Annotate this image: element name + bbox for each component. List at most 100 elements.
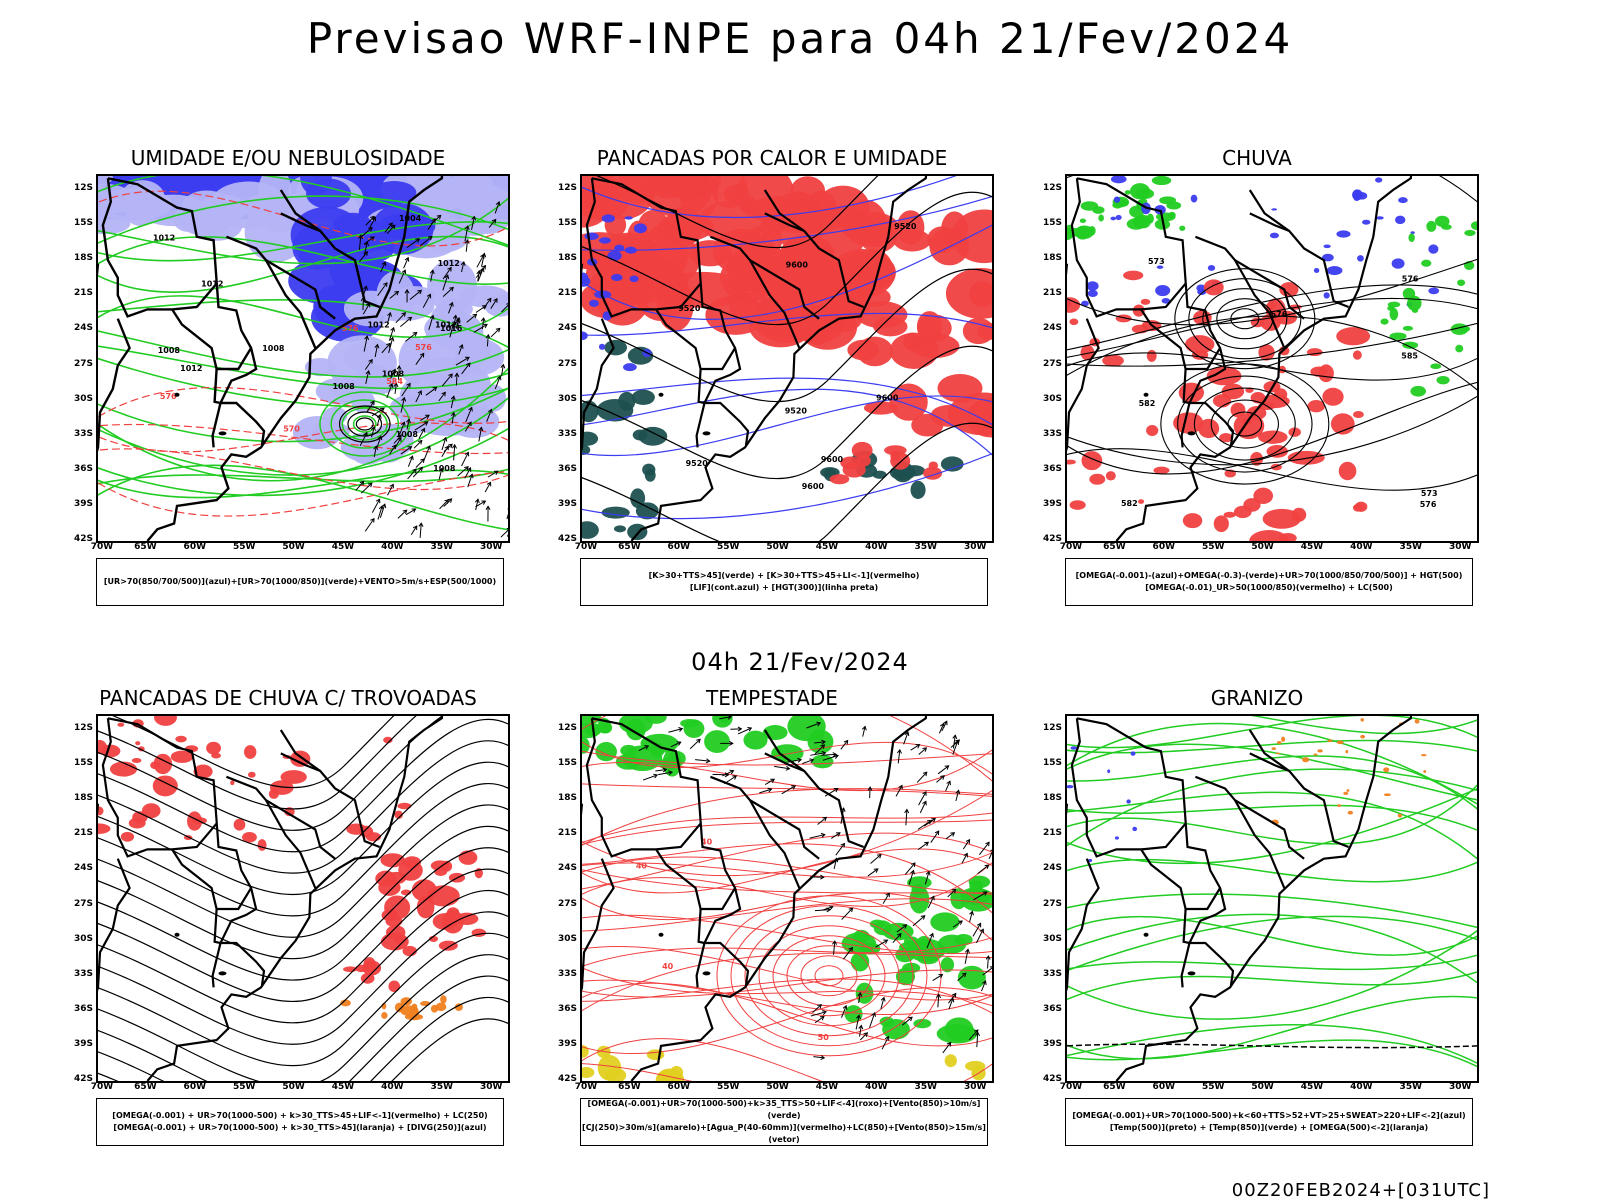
- wind850-fill-green: [958, 966, 986, 990]
- rain-fill-green: [1403, 326, 1413, 331]
- longitude-label: 35W: [915, 1082, 937, 1092]
- lif-contour: [611, 274, 622, 281]
- rain-fill-green: [1147, 214, 1154, 224]
- storm-fill-orange: [395, 1003, 404, 1013]
- wind-vector: [810, 833, 825, 838]
- latitude-label: 15S: [558, 758, 577, 768]
- latitude-label: 12S: [558, 723, 577, 733]
- latitude-label: 24S: [1043, 863, 1062, 873]
- omega-dot-orange: [1277, 741, 1282, 744]
- rain-fill-blue: [1271, 208, 1277, 210]
- wind850-fill-green: [812, 755, 834, 769]
- latitude-label: 27S: [558, 359, 577, 369]
- temp850-contour: [1067, 1040, 1477, 1071]
- legend-line: [Temp(500)](preto) + [Temp(850)](verde) …: [1066, 1122, 1472, 1134]
- rain-fill-red: [1146, 425, 1158, 436]
- lake-marker: [702, 431, 710, 435]
- panel-legend: [OMEGA(-0.001)+UR>70(1000-500)+k>35_TTS>…: [580, 1098, 988, 1146]
- legend-line: [LIF](cont.azul) + [HGT(300)](linha pret…: [581, 582, 987, 594]
- contour-label: 1012: [153, 234, 175, 243]
- longitude-label: 55W: [233, 542, 255, 552]
- contour-label: 576: [1402, 274, 1419, 283]
- latitude-label: 18S: [74, 253, 93, 263]
- storm-fill-orange: [436, 1003, 447, 1011]
- longitude-label: 45W: [1301, 1082, 1323, 1092]
- contour-label: 1008: [262, 344, 285, 353]
- map-area: [1065, 714, 1479, 1083]
- longitude-label: 45W: [816, 542, 838, 552]
- jet-fill-yellow: [945, 1054, 957, 1067]
- convection-fill-red: [856, 301, 907, 328]
- hail-dot-blue: [1131, 751, 1136, 755]
- lake-marker: [1187, 431, 1195, 435]
- omega-dot-orange: [1415, 719, 1420, 724]
- longitude-label: 45W: [332, 1082, 354, 1092]
- contour-label: 1008: [433, 464, 456, 473]
- panel-title: TEMPESTADE: [552, 686, 992, 710]
- latitude-label: 12S: [1043, 723, 1062, 733]
- pressure-contour: [356, 418, 373, 430]
- storm-fill-red: [154, 716, 177, 726]
- hail-dot-blue: [1132, 827, 1137, 831]
- contour-label: 1012: [180, 364, 202, 373]
- rain-fill-blue: [1086, 281, 1098, 290]
- rain-fill-blue: [1428, 244, 1438, 253]
- latitude-label: 21S: [74, 288, 93, 298]
- wind-vector: [419, 523, 423, 538]
- latitude-label: 15S: [1043, 758, 1062, 768]
- legend-line: [OMEGA(-0.001) + UR>70(1000-500) + k>30_…: [97, 1110, 503, 1122]
- latitude-label: 30S: [74, 394, 93, 404]
- rain-fill-red: [1322, 388, 1343, 406]
- rain-fill-blue: [1395, 216, 1405, 224]
- border-line: [699, 369, 705, 403]
- rain-fill-green: [1098, 215, 1104, 222]
- temp850-contour: [1067, 914, 1477, 990]
- longitude-label: 65W: [134, 1082, 156, 1092]
- wind-vector: [946, 781, 951, 791]
- lif-contour: [599, 237, 611, 243]
- lc250-streamline: [98, 891, 508, 1023]
- longitude-label: 40W: [865, 1082, 887, 1092]
- contour-label: 50: [818, 1033, 830, 1042]
- convection-fill-red: [847, 340, 879, 361]
- storm-fill-red: [388, 981, 400, 993]
- omega-dot-orange: [1327, 739, 1332, 742]
- rain-fill-green: [1159, 196, 1176, 204]
- rain-fill-green: [1133, 215, 1148, 228]
- lake-marker: [659, 393, 664, 397]
- border-line: [699, 909, 705, 943]
- legend-line: [OMEGA(-0.001)+UR>70(1000-500)+k>35_TTS>…: [581, 1098, 987, 1122]
- convection-fill-red: [890, 333, 939, 369]
- longitude-label: 35W: [431, 1082, 453, 1092]
- rain-fill-red: [1339, 462, 1357, 480]
- wind-vector: [411, 526, 416, 535]
- storm-fill-red: [403, 856, 421, 868]
- wind-vector: [920, 801, 926, 813]
- longitude-label: 30W: [964, 542, 986, 552]
- lc250-streamline: [98, 1019, 508, 1081]
- longitude-label: 65W: [618, 1082, 640, 1092]
- rain-fill-green: [1464, 230, 1475, 236]
- border-line: [1250, 190, 1290, 231]
- legend-line: [K>30+TTS>45](verde) + [K>30+TTS>45+LI<-…: [581, 570, 987, 582]
- wind-vector: [774, 766, 789, 770]
- rain-fill-blue: [1324, 292, 1330, 298]
- storm-fill-red: [98, 806, 104, 815]
- longitude-label: 70W: [1060, 542, 1082, 552]
- longitude-label: 50W: [282, 1082, 304, 1092]
- latitude-label: 30S: [558, 934, 577, 944]
- panel-title: PANCADAS POR CALOR E UMIDADE: [552, 146, 992, 170]
- lake-marker: [1144, 933, 1149, 937]
- omega-dot-orange: [1317, 749, 1322, 752]
- storm-fill-red: [459, 850, 478, 865]
- wind-vector: [387, 484, 393, 495]
- storm-fill-orange: [381, 1012, 387, 1019]
- latitude-label: 21S: [558, 828, 577, 838]
- wind-vector: [462, 452, 469, 466]
- longitude-label: 30W: [480, 542, 502, 552]
- wind-vector: [372, 499, 379, 512]
- longitude-label: 60W: [184, 542, 206, 552]
